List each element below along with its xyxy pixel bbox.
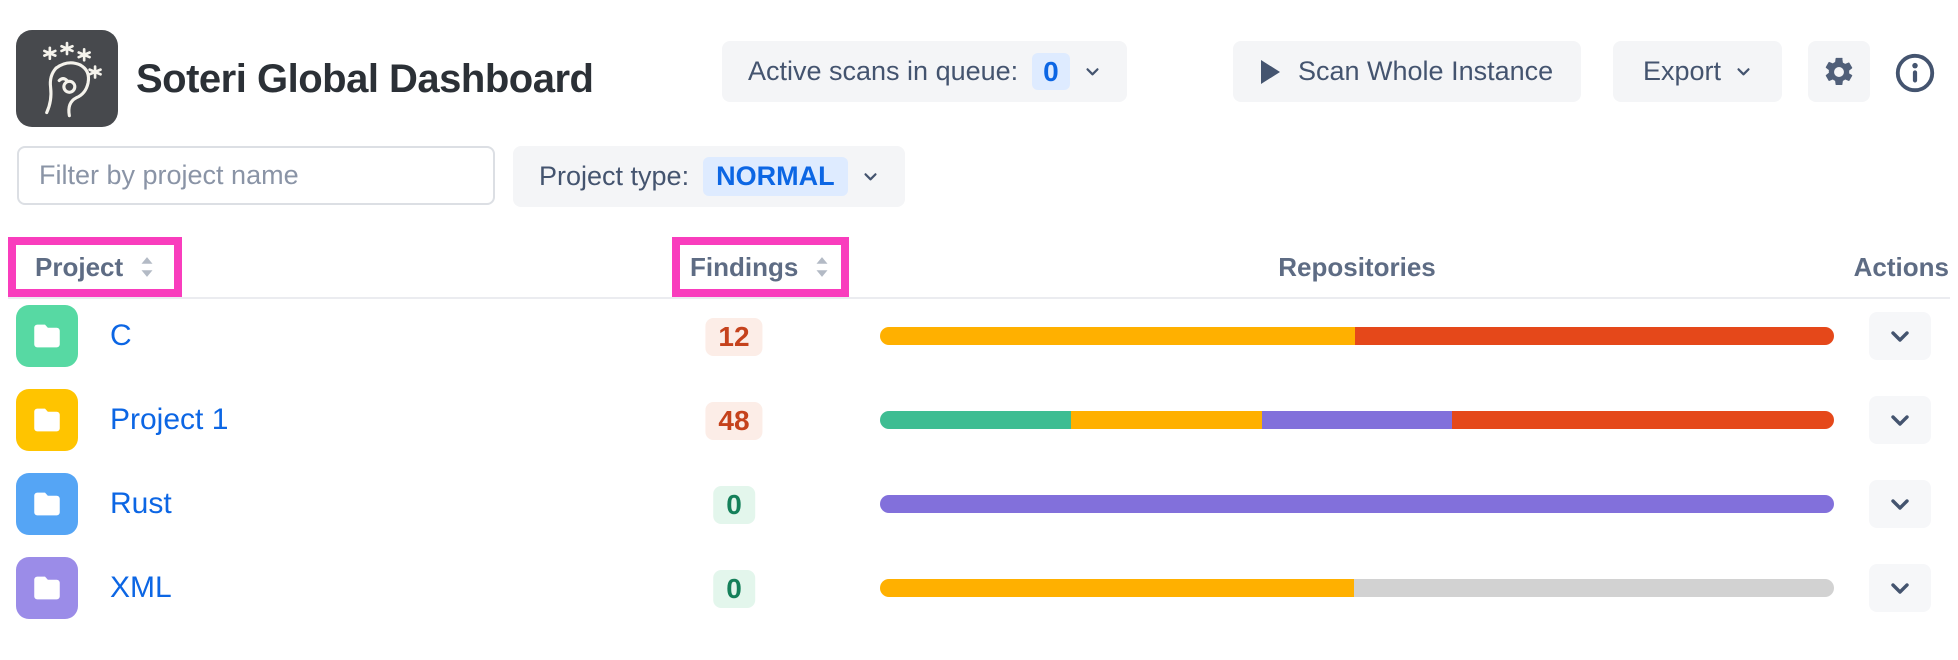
chevron-down-icon (1891, 583, 1909, 594)
row-actions-dropdown-button[interactable] (1869, 480, 1931, 528)
repo-bar-segment (1261, 411, 1453, 429)
project-link[interactable]: C (110, 319, 132, 352)
project-avatar (16, 557, 78, 619)
soteri-face-icon (43, 41, 102, 117)
column-header-findings-label: Findings (690, 251, 799, 282)
export-label: Export (1643, 56, 1722, 86)
findings-count-badge: 12 (705, 318, 763, 356)
export-dropdown-button[interactable]: Export (1613, 41, 1783, 102)
column-header-actions: Actions (1853, 251, 1949, 282)
row-actions-dropdown-button[interactable] (1869, 396, 1931, 444)
repositories-bar (880, 579, 1834, 597)
findings-count-badge: 48 (705, 402, 763, 440)
project-link[interactable]: Rust (110, 487, 172, 520)
folder-icon (34, 576, 60, 600)
soteri-logo (16, 30, 118, 127)
sort-icon (141, 257, 153, 277)
project-type-value-badge: NORMAL (703, 157, 848, 196)
chevron-down-icon (1891, 415, 1909, 426)
active-scans-label: Active scans in queue: (748, 56, 1019, 86)
sort-icon (816, 257, 828, 277)
active-scans-queue-dropdown[interactable]: Active scans in queue: 0 (722, 41, 1127, 102)
repo-bar-segment (1355, 327, 1834, 345)
repositories-bar (880, 495, 1834, 513)
chevron-down-icon (1086, 68, 1099, 76)
table-row: C 12 (0, 305, 1958, 389)
column-header-project[interactable]: Project (35, 237, 156, 297)
chevron-down-icon (1891, 499, 1909, 510)
folder-icon (34, 324, 60, 348)
page-title: Soteri Global Dashboard (136, 57, 594, 101)
gear-icon (1825, 57, 1853, 85)
repo-bar-segment (1354, 579, 1834, 597)
project-type-dropdown[interactable]: Project type: NORMAL (513, 146, 905, 207)
table-row: Rust 0 (0, 473, 1958, 557)
scan-whole-instance-button[interactable]: Scan Whole Instance (1233, 41, 1582, 102)
repo-bar-segment (1452, 411, 1834, 429)
folder-icon (34, 492, 60, 516)
active-scans-count-badge: 0 (1032, 52, 1070, 91)
chevron-down-icon (1891, 331, 1909, 342)
play-icon (1261, 59, 1280, 84)
table-row: XML 0 (0, 557, 1958, 641)
findings-count-badge: 0 (713, 486, 755, 524)
folder-icon (34, 408, 60, 432)
column-header-findings[interactable]: Findings (690, 237, 831, 297)
scan-whole-instance-label: Scan Whole Instance (1298, 56, 1554, 86)
findings-count-badge: 0 (713, 570, 755, 608)
project-type-label: Project type: (539, 161, 690, 191)
project-avatar (16, 473, 78, 535)
column-header-repositories: Repositories (1278, 251, 1436, 282)
row-actions-dropdown-button[interactable] (1869, 312, 1931, 360)
project-link[interactable]: Project 1 (110, 403, 229, 436)
info-icon (1895, 53, 1935, 93)
repo-bar-segment (880, 495, 1834, 513)
table-header-divider (8, 297, 1950, 299)
repo-bar-segment (880, 579, 1355, 597)
column-header-project-label: Project (35, 251, 124, 282)
repositories-bar (880, 327, 1834, 345)
repo-bar-segment (880, 411, 1071, 429)
row-actions-dropdown-button[interactable] (1869, 564, 1931, 612)
table-row: Project 1 48 (0, 389, 1958, 473)
repo-bar-segment (1070, 411, 1262, 429)
info-button[interactable] (1890, 48, 1940, 98)
project-avatar (16, 389, 78, 451)
chevron-down-icon (863, 173, 877, 181)
repositories-bar (880, 411, 1834, 429)
repo-bar-segment (880, 327, 1356, 345)
project-avatar (16, 305, 78, 367)
settings-button[interactable] (1808, 41, 1870, 102)
project-filter-input[interactable] (17, 146, 495, 205)
chevron-down-icon (1737, 68, 1750, 76)
project-link[interactable]: XML (110, 571, 172, 604)
